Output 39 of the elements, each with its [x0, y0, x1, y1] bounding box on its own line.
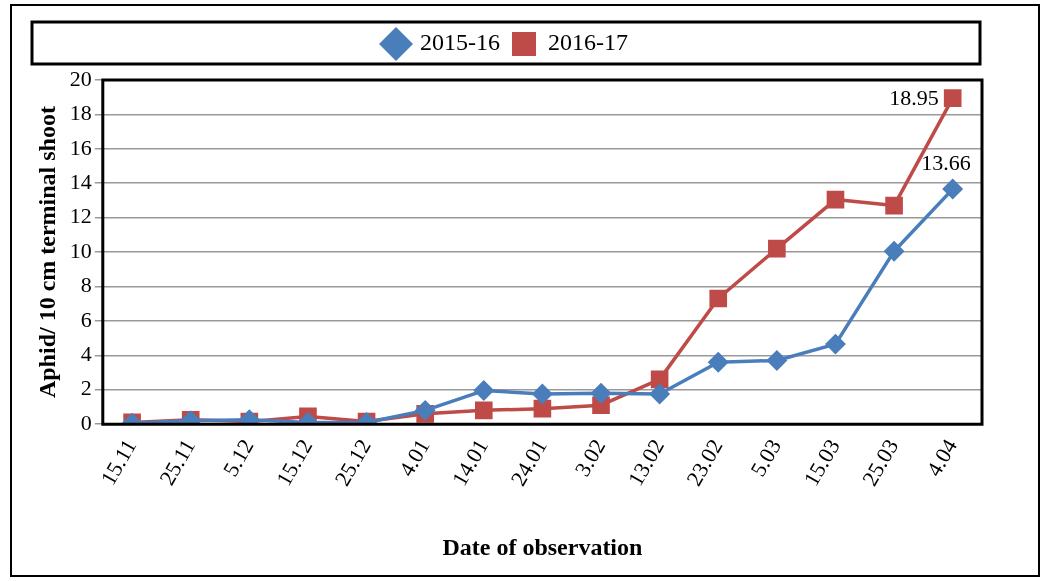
point [884, 241, 904, 261]
point [650, 370, 669, 389]
y-tick-label: 14 [69, 169, 92, 195]
point [885, 196, 903, 215]
x-tick-label: 4.01 [393, 434, 435, 481]
point [768, 239, 786, 258]
x-axis-title: Date of observation [442, 533, 643, 560]
point [474, 380, 494, 401]
point [709, 289, 728, 308]
point [708, 352, 728, 372]
data-label: 18.95 [889, 84, 939, 110]
legend-label: 2015-16 [420, 29, 501, 56]
point [943, 89, 962, 107]
y-tick-label: 8 [80, 272, 92, 298]
y-tick-label: 2 [80, 375, 92, 401]
data-label: 13.66 [921, 149, 971, 175]
y-tick-label: 18 [69, 100, 92, 126]
legend-label: 2016-17 [548, 29, 628, 56]
x-tick-label: 5.12 [217, 434, 259, 481]
x-tick-label: 5.03 [745, 434, 787, 481]
y-axis-title: Aphid/ 10 cm terminal shoot [33, 106, 60, 399]
y-tick-label: 0 [80, 409, 92, 435]
point [533, 399, 552, 418]
y-tick-label: 4 [80, 341, 92, 367]
y-tick-label: 10 [69, 237, 92, 263]
x-tick-label: 3.02 [569, 434, 611, 481]
y-tick-label: 20 [69, 65, 92, 91]
y-tick-label: 6 [80, 306, 92, 332]
x-tick-label: 4.04 [921, 434, 963, 481]
point [942, 179, 963, 199]
point [825, 334, 846, 354]
point [532, 384, 553, 404]
point [474, 401, 493, 420]
point [826, 190, 845, 209]
y-tick-label: 16 [69, 134, 92, 160]
point [767, 350, 787, 371]
point [649, 384, 670, 404]
y-tick-label: 12 [69, 203, 92, 229]
point [591, 383, 611, 403]
